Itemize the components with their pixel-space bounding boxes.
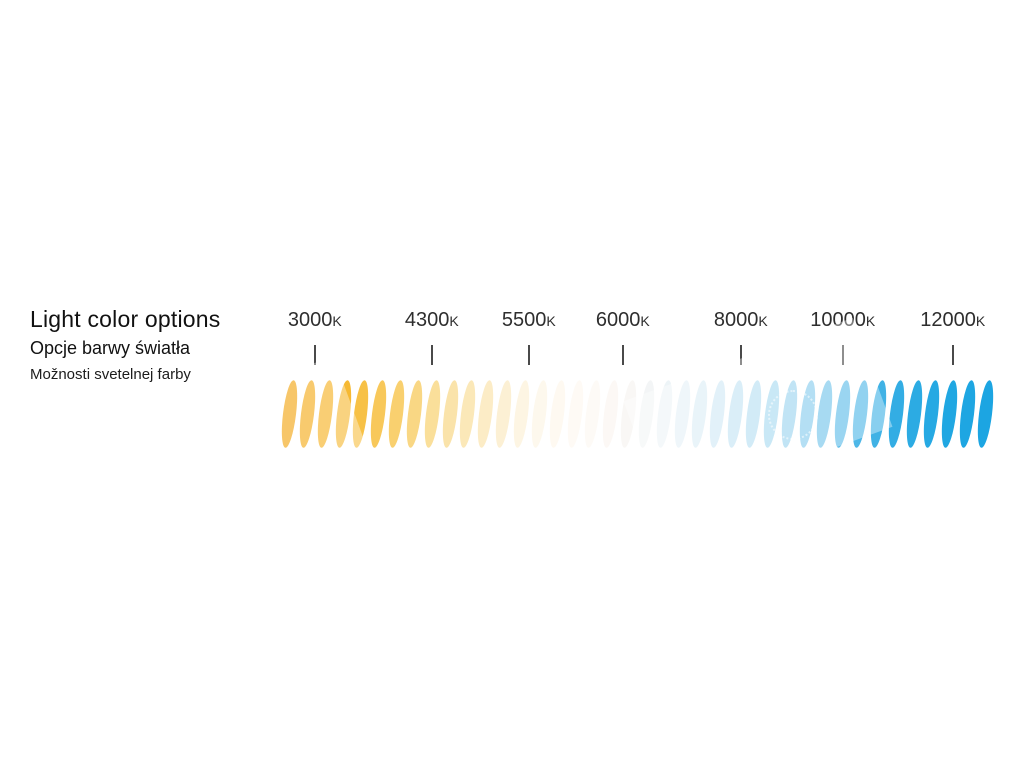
temperature-unit: K bbox=[332, 313, 343, 329]
temperature-unit: K bbox=[640, 313, 651, 329]
color-sample-oval bbox=[546, 379, 568, 449]
temperature-label: 12000K bbox=[920, 309, 985, 332]
temperature-value: 8000 bbox=[713, 309, 759, 331]
color-sample-oval bbox=[582, 379, 604, 449]
color-sample-oval bbox=[314, 379, 336, 449]
subtitle-polish: Opcje barwy światła bbox=[30, 338, 191, 358]
color-sample-oval bbox=[707, 379, 729, 449]
temperature-unit: K bbox=[758, 313, 769, 329]
color-sample-oval bbox=[849, 379, 872, 449]
title-block: Light color options Opcje barwy światła … bbox=[30, 306, 220, 383]
color-sample-oval bbox=[635, 379, 658, 449]
color-sample-oval bbox=[760, 379, 782, 449]
temperature-value: 10000 bbox=[810, 309, 866, 331]
tick-mark bbox=[314, 345, 316, 365]
color-sample-oval bbox=[403, 379, 426, 449]
temperature-label: 8000K bbox=[714, 309, 768, 332]
color-sample-oval bbox=[742, 379, 765, 449]
color-sample-oval bbox=[457, 379, 479, 449]
temperature-value: 6000 bbox=[595, 309, 641, 331]
temperature-label: 6000K bbox=[596, 309, 650, 332]
color-sample-oval bbox=[814, 379, 836, 449]
color-sample-oval bbox=[278, 379, 301, 449]
temperature-label: 5500K bbox=[502, 309, 556, 332]
color-sample-oval bbox=[421, 379, 443, 449]
color-sample-oval bbox=[939, 379, 961, 449]
color-sample-oval bbox=[867, 379, 890, 449]
color-sample-oval bbox=[921, 379, 943, 449]
color-sample-oval bbox=[903, 379, 925, 449]
temperature-unit: K bbox=[546, 313, 557, 329]
color-sample-oval bbox=[296, 379, 318, 449]
temperature-value: 3000 bbox=[287, 309, 333, 331]
color-sample-oval bbox=[439, 379, 461, 449]
color-sample-oval bbox=[778, 379, 800, 449]
color-sample-oval bbox=[689, 379, 711, 449]
color-sample-oval bbox=[368, 379, 390, 449]
temperature-value: 4300 bbox=[404, 309, 450, 331]
color-sample-oval bbox=[974, 379, 997, 449]
temperature-label: 4300K bbox=[405, 309, 459, 332]
color-sample-oval bbox=[564, 379, 586, 449]
tick-mark bbox=[528, 345, 530, 365]
temperature-label: 3000K bbox=[288, 309, 342, 332]
color-sample-oval bbox=[617, 379, 640, 449]
color-sample-oval bbox=[957, 379, 979, 449]
tick-mark bbox=[740, 345, 742, 365]
color-sample-oval bbox=[528, 379, 550, 449]
temperature-value: 5500 bbox=[501, 309, 547, 331]
color-sample-oval bbox=[332, 379, 354, 449]
color-sample-oval bbox=[510, 379, 533, 449]
color-sample-oval bbox=[493, 379, 515, 449]
color-sample-oval bbox=[725, 379, 747, 449]
tick-mark bbox=[952, 345, 954, 365]
tick-mark bbox=[431, 345, 433, 365]
temperature-value: 12000 bbox=[920, 309, 976, 331]
temperature-unit: K bbox=[975, 313, 986, 329]
color-sample-oval bbox=[796, 379, 818, 449]
color-sample-oval bbox=[475, 379, 497, 449]
page-title: Light color options bbox=[30, 306, 221, 332]
subtitle-slovak: Možnosti svetelnej farby bbox=[30, 366, 191, 383]
tick-mark bbox=[622, 345, 624, 365]
tick-mark bbox=[842, 345, 844, 365]
temperature-label: 10000K bbox=[810, 309, 875, 332]
color-sample-oval bbox=[385, 379, 408, 449]
color-sample-oval bbox=[671, 379, 693, 449]
temperature-unit: K bbox=[449, 313, 460, 329]
temperature-unit: K bbox=[865, 313, 876, 329]
color-sample-oval bbox=[350, 379, 372, 449]
color-sample-oval bbox=[832, 379, 854, 449]
color-sample-oval bbox=[600, 379, 622, 449]
color-sample-oval bbox=[885, 379, 907, 449]
color-sample-oval bbox=[653, 379, 675, 449]
